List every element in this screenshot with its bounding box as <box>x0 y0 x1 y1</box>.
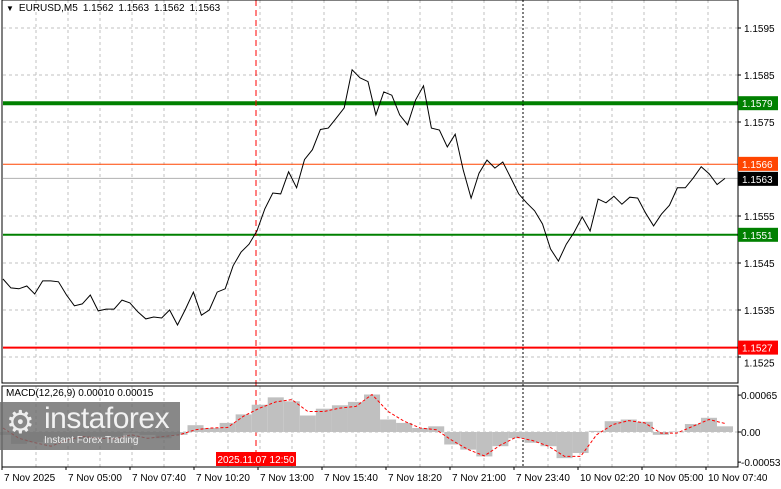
price-level-label: 1.1579 <box>742 99 773 110</box>
price-series <box>2 68 726 327</box>
macd-histogram-bar <box>444 432 461 445</box>
macd-histogram-bar <box>556 432 573 459</box>
time-marker-label: 2025.11.07 12:50 <box>217 455 295 466</box>
price-tick-label: 1.1595 <box>744 24 775 35</box>
time-axis[interactable]: 7 Nov 2025 7 Nov 05:00 7 Nov 07:40 7 Nov 10… <box>1 467 768 484</box>
macd-header: MACD(12,26,9) 0.00010 0.00015 <box>6 388 153 399</box>
time-tick-label: 7 Nov 10:20 <box>196 473 250 484</box>
dropdown-triangle-icon[interactable]: ▼ <box>6 4 14 13</box>
price-tick-label: 1.1585 <box>744 71 775 82</box>
price-tick-label: 1.1575 <box>744 118 775 129</box>
current-price-badge <box>738 171 778 186</box>
macd-histogram-bar <box>572 432 589 454</box>
grid-lines <box>3 0 738 467</box>
time-tick-label: 7 Nov 23:40 <box>516 473 570 484</box>
logo-tagline: Instant Forex Trading <box>44 435 139 446</box>
symbol-timeframe: EURUSD,M5 <box>18 3 78 14</box>
logo-name: instaforex <box>44 402 170 435</box>
macd-histogram-bar <box>540 432 557 447</box>
macd-label: MACD(12,26,9) <box>6 388 76 399</box>
macd-tick-label: -0.00053 <box>741 458 781 469</box>
instaforex-logo: ⚙ instaforex Instant Forex Trading <box>0 402 180 450</box>
price-level-badge <box>738 156 778 171</box>
time-tick-label: 7 Nov 07:40 <box>132 473 186 484</box>
macd-main-value: 0.00010 <box>78 388 115 399</box>
macd-histogram-bar <box>684 424 701 432</box>
time-tick-label: 7 Nov 13:00 <box>260 473 314 484</box>
macd-histogram-bar <box>508 432 525 439</box>
macd-histogram-bar <box>267 397 284 432</box>
macd-tick-label: 0.00065 <box>741 391 778 402</box>
macd-histogram-bar <box>203 428 220 432</box>
time-tick-label: 10 Nov 07:40 <box>708 473 768 484</box>
macd-histogram-bar <box>364 394 381 432</box>
price-level-badge <box>738 227 778 242</box>
macd-histogram-bar <box>396 422 413 432</box>
time-tick-label: 7 Nov 21:00 <box>452 473 506 484</box>
macd-histogram-bar <box>283 401 300 432</box>
time-tick-label: 10 Nov 02:20 <box>580 473 640 484</box>
macd-histogram-bar <box>412 428 429 432</box>
macd-signal-value: 0.00015 <box>117 388 154 399</box>
macd-histogram-bar <box>492 432 509 447</box>
price-level-label: 1.1566 <box>742 160 773 171</box>
low-value: 1.1562 <box>154 3 185 14</box>
main-pane-border <box>1 0 739 384</box>
close-value: 1.1563 <box>189 3 221 14</box>
price-levels <box>3 101 738 349</box>
macd-histogram-bar <box>299 415 316 432</box>
macd-histogram-bar <box>187 425 204 432</box>
vertical-markers <box>255 0 524 467</box>
macd-histogram-bar <box>476 432 493 457</box>
time-tick-label: 7 Nov 05:00 <box>68 473 122 484</box>
macd-histogram-bar <box>428 426 445 432</box>
time-tick-label: 10 Nov 05:00 <box>644 473 704 484</box>
macd-histogram-bar <box>460 432 477 450</box>
time-tick-label: 7 Nov 2025 <box>4 473 56 484</box>
macd-histogram-bar <box>588 430 605 432</box>
time-marker-badge <box>216 452 296 466</box>
macd-histogram-bar <box>235 414 252 432</box>
price-axis[interactable]: 1.1595 1.1585 1.1575 1.1555 1.1545 1.1535 1.15… <box>738 24 781 469</box>
price-tick-label: 1.1535 <box>744 306 775 317</box>
price-tick-label: 1.1525 <box>744 359 775 370</box>
macd-histogram-bar <box>315 408 332 432</box>
macd-histogram-bar <box>331 405 348 432</box>
time-tick-label: 7 Nov 18:20 <box>388 473 442 484</box>
macd-histogram-bar <box>604 421 621 432</box>
macd-tick-label: 0.00 <box>741 428 761 439</box>
price-level-badge <box>738 340 778 355</box>
price-tick-label: 1.1545 <box>744 259 775 270</box>
macd-histogram-bar <box>716 426 734 432</box>
macd-histogram-bar <box>620 419 637 432</box>
macd-histogram-bar <box>380 419 397 432</box>
current-price-label: 1.1563 <box>742 175 773 186</box>
time-marker-badges: 2025.11.07 12:50 <box>216 452 296 466</box>
macd-histogram-bar <box>347 401 364 432</box>
open-value: 1.1562 <box>82 3 114 14</box>
chart-header: ▼ EURUSD,M5 1.1562 1.1563 1.1562 1.1563 <box>6 3 220 14</box>
price-level-label: 1.1551 <box>742 231 773 242</box>
price-level-label: 1.1527 <box>742 344 773 355</box>
time-tick-label: 7 Nov 15:40 <box>324 473 378 484</box>
price-level-badge <box>738 96 778 111</box>
macd-histogram-bar <box>251 404 268 432</box>
macd-histogram-bar <box>636 421 653 432</box>
gear-logo-icon: ⚙ <box>6 403 35 441</box>
price-line <box>2 68 726 327</box>
price-tick-label: 1.1555 <box>744 212 775 223</box>
macd-histogram-bar <box>524 432 541 443</box>
high-value: 1.1563 <box>118 3 150 14</box>
